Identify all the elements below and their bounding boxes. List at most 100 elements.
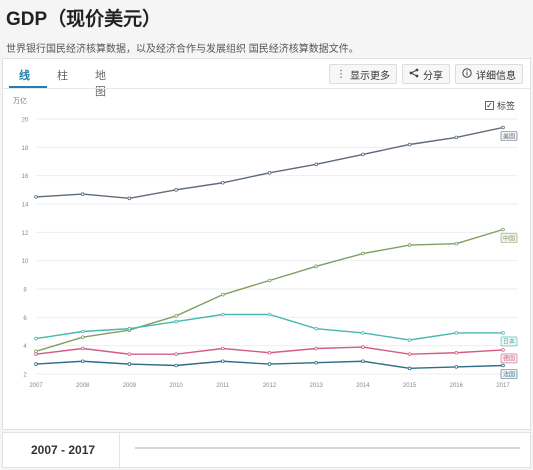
data-point (34, 349, 38, 354)
page-subtitle: 世界银行国民经济核算数据，以及经济合作与发展组织 国民经济核算数据文件。 (6, 44, 359, 55)
series-label-box (500, 336, 518, 347)
tab-map[interactable]: 地图 (95, 70, 106, 98)
tab-bar[interactable]: 柱 (57, 70, 68, 82)
labels-toggle-label: 标签 (497, 101, 516, 111)
vertical-dots-icon: ⋮ (336, 68, 346, 80)
labels-checkbox[interactable]: ✓ (485, 101, 494, 110)
data-point (267, 171, 272, 175)
data-point (221, 180, 225, 185)
y-tick-label: 12 (22, 231, 29, 237)
series-line (35, 313, 503, 341)
data-point (407, 142, 412, 147)
data-point (127, 326, 132, 331)
y-axis-unit-label: 万亿 (13, 98, 27, 105)
x-tick-label: 2013 (310, 383, 324, 389)
data-point (267, 312, 272, 317)
series-end-label: 美国 (503, 132, 515, 140)
show-more-button[interactable]: ⋮ 显示更多 (329, 64, 397, 84)
data-point (314, 162, 319, 167)
data-point (501, 227, 505, 232)
x-tick-label: 2017 (496, 383, 510, 389)
data-point (221, 359, 225, 364)
data-point (314, 326, 319, 331)
data-point (361, 152, 365, 157)
data-point (454, 350, 459, 355)
details-label: 详细信息 (476, 70, 516, 82)
data-point (34, 352, 38, 356)
gdp-line-chart: 2 4 6 8 10 12 14 16 18 20 2007 2008 2009 2010 2011 2012… (22, 118, 518, 389)
y-tick-label: 8 (23, 288, 27, 294)
data-point (174, 314, 178, 318)
x-tick-label: 2007 (29, 383, 43, 389)
labels-toggle[interactable]: ✓ 标签 (485, 99, 515, 112)
data-point (80, 335, 85, 339)
y-tick-label: 2 (23, 373, 27, 379)
series-end-label: 德国 (503, 355, 515, 363)
data-point (80, 329, 85, 334)
data-point (407, 352, 412, 356)
data-point (174, 352, 178, 356)
data-point (80, 359, 85, 364)
data-point (221, 312, 225, 317)
y-tick-label: 14 (22, 203, 29, 209)
y-tick-label: 4 (23, 344, 27, 350)
data-point (314, 264, 319, 269)
data-point (34, 362, 38, 366)
data-point (501, 348, 505, 352)
share-button[interactable]: 分享 (402, 64, 450, 84)
series-label-box (500, 233, 518, 243)
series-end-label: 中国 (503, 234, 515, 242)
data-point (501, 331, 505, 335)
data-point (407, 243, 412, 247)
data-point (80, 192, 85, 196)
data-point (361, 345, 365, 349)
data-point (454, 241, 459, 246)
data-point (221, 346, 225, 351)
year-range-slider[interactable] (135, 447, 520, 449)
series-line (35, 228, 504, 353)
y-tick-label: 10 (22, 259, 29, 265)
data-point (34, 336, 38, 341)
data-point (127, 362, 132, 366)
data-point (221, 292, 225, 297)
chart-panel: 线 柱 地图 ⋮ 显示更多 分享 详细信息 万亿 ✓ 标签 2 4 6 8 10 12 14… (2, 58, 531, 430)
data-point (501, 125, 505, 130)
x-tick-label: 2016 (450, 383, 464, 389)
year-range-label: 2007 - 2017 (31, 443, 96, 457)
x-tick-label: 2010 (169, 383, 183, 389)
data-point (314, 346, 319, 351)
x-tick-label: 2009 (123, 383, 137, 389)
info-icon (462, 67, 472, 81)
data-point (454, 331, 459, 335)
data-point (361, 359, 365, 364)
time-range-footer: 2007 - 2017 (2, 432, 531, 468)
active-tab-indicator (9, 86, 47, 88)
series-label-box (500, 353, 518, 364)
data-point (407, 338, 412, 342)
series-label-box (500, 131, 518, 141)
data-point (267, 278, 272, 283)
data-point (361, 251, 365, 256)
x-tick-label: 2008 (76, 383, 90, 389)
x-tick-label: 2011 (216, 383, 230, 389)
series-end-label: 法国 (503, 370, 515, 378)
footer-divider (119, 433, 120, 467)
x-tick-label: 2015 (403, 383, 417, 389)
data-point (174, 319, 178, 324)
data-point (454, 365, 459, 369)
tab-line[interactable]: 线 (19, 70, 30, 82)
data-point (454, 135, 459, 140)
share-label: 分享 (423, 70, 443, 82)
y-tick-label: 6 (23, 316, 27, 322)
y-tick-label: 20 (22, 118, 29, 124)
show-more-label: 显示更多 (350, 70, 390, 82)
data-point (314, 360, 319, 365)
data-point (127, 196, 132, 201)
y-tick-label: 18 (22, 146, 29, 152)
data-point (34, 195, 38, 199)
details-button[interactable]: 详细信息 (455, 64, 523, 84)
series-end-label: 日本 (503, 338, 515, 346)
data-point (267, 362, 272, 366)
data-point (174, 188, 178, 192)
share-icon (409, 68, 419, 81)
